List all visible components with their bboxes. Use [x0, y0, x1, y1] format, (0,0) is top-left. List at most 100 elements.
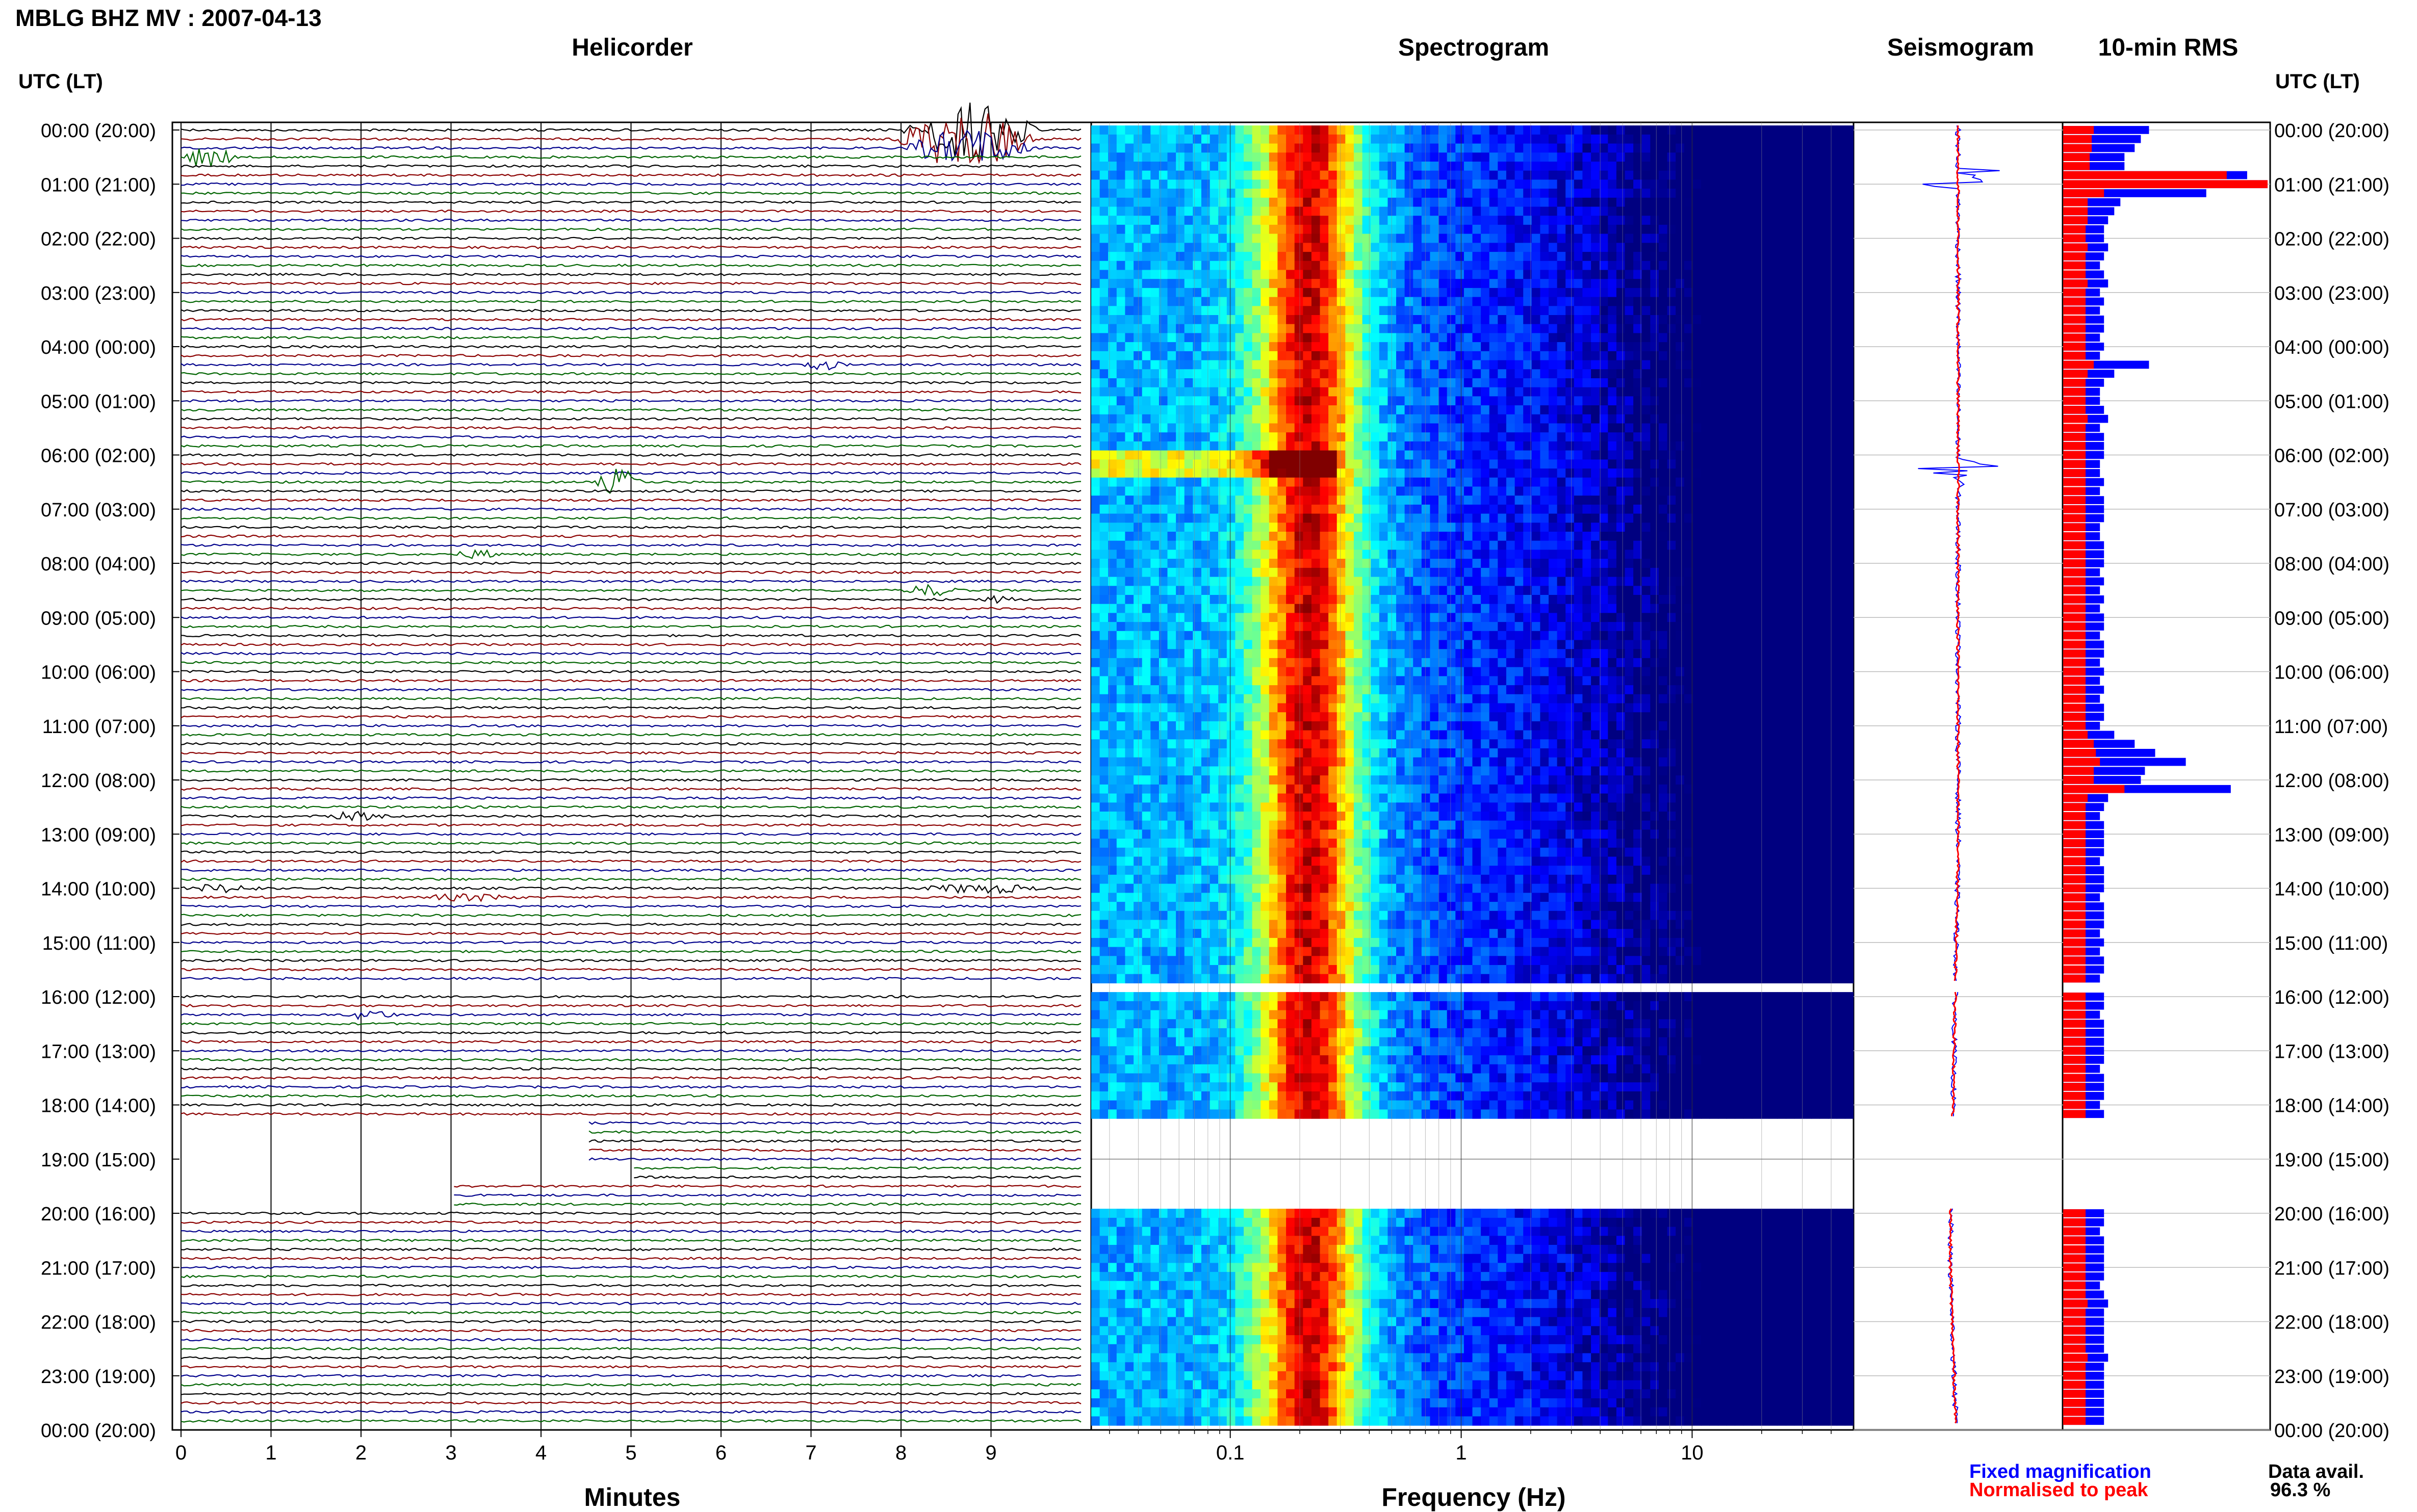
spectrogram-cell [1582, 279, 1591, 288]
spectrogram-cell [1692, 189, 1701, 198]
spectrogram-cell [1540, 315, 1549, 324]
spectrogram-cell [1574, 234, 1583, 243]
spectrogram-cell [1659, 387, 1667, 397]
spectrogram-cell [1616, 171, 1625, 180]
spectrogram-cell [1150, 505, 1159, 514]
spectrogram-cell [1464, 550, 1473, 559]
spectrogram-cell [1565, 162, 1574, 171]
spectrogram-cell [1337, 297, 1346, 306]
spectrogram-cell [1201, 216, 1210, 225]
spectrogram-cell [1769, 441, 1778, 451]
spectrogram-cell [1396, 514, 1405, 523]
spectrogram-cell [1379, 595, 1388, 604]
spectrogram-cell [1811, 351, 1820, 360]
spectrogram-cell [1303, 171, 1312, 180]
spectrogram-cell [1193, 270, 1201, 279]
spectrogram-cell [1396, 405, 1405, 414]
spectrogram-cell [1176, 171, 1185, 180]
spectrogram-cell [1201, 306, 1210, 315]
spectrogram-cell [1320, 179, 1329, 189]
spectrogram-cell [1134, 604, 1142, 613]
spectrogram-cell [1430, 378, 1438, 387]
spectrogram-cell [1701, 135, 1710, 144]
spectrogram-cell [1438, 378, 1447, 387]
spectrogram-cell [1845, 306, 1854, 315]
spectrogram-cell [1447, 252, 1456, 261]
spectrogram-cell [1295, 261, 1303, 270]
spectrogram-cell [1295, 514, 1303, 523]
spectrogram-cell [1176, 342, 1185, 351]
spectrogram-cell [1413, 387, 1422, 397]
spectrogram-cell [1701, 324, 1710, 333]
spectrogram-cell [1803, 487, 1811, 496]
spectrogram-cell [1100, 468, 1109, 478]
spectrogram-cell [1718, 135, 1727, 144]
spectrogram-cell [1235, 351, 1244, 360]
spectrogram-cell [1438, 478, 1447, 487]
spectrogram-cell [1820, 152, 1829, 162]
spectrogram-cell [1565, 306, 1574, 315]
spectrogram-cell [1625, 468, 1634, 478]
spectrogram-cell [1303, 198, 1312, 207]
spectrogram-cell [1176, 586, 1185, 595]
spectrogram-cell [1642, 559, 1651, 568]
spectrogram-cell [1379, 424, 1388, 433]
spectrogram-cell [1811, 270, 1820, 279]
spectrogram-cell [1405, 261, 1413, 270]
spectrogram-cell [1117, 252, 1125, 261]
spectrogram-cell [1455, 441, 1464, 451]
spectrogram-cell [1532, 468, 1540, 478]
spectrogram-cell [1837, 405, 1845, 414]
spectrogram-cell [1261, 432, 1269, 441]
spectrogram-cell [1396, 207, 1405, 216]
spectrogram-cell [1396, 432, 1405, 441]
spectrogram-cell [1650, 360, 1659, 370]
spectrogram-cell [1828, 225, 1837, 234]
spectrogram-cell [1150, 378, 1159, 387]
spectrogram-cell [1557, 468, 1566, 478]
spectrogram-cell [1600, 207, 1608, 216]
spectrogram-cell [1803, 532, 1811, 541]
spectrogram-cell [1811, 550, 1820, 559]
spectrogram-cell [1227, 152, 1236, 162]
spectrogram-cell [1565, 342, 1574, 351]
spectrogram-cell [1320, 297, 1329, 306]
spectrogram-cell [1159, 198, 1168, 207]
spectrogram-cell [1168, 487, 1176, 496]
spectrogram-cell [1625, 459, 1634, 468]
spectrogram-cell [1642, 568, 1651, 577]
spectrogram-cell [1422, 559, 1430, 568]
spectrogram-cell [1811, 487, 1820, 496]
spectrogram-cell [1312, 207, 1320, 216]
spectrogram-cell [1676, 179, 1684, 189]
spectrogram-cell [1091, 324, 1100, 333]
spectrogram-cell [1150, 261, 1159, 270]
spectrogram-cell [1430, 586, 1438, 595]
spectrogram-cell [1125, 459, 1134, 468]
spectrogram-cell [1625, 125, 1634, 135]
spectrogram-cell [1455, 189, 1464, 198]
spectrogram-cell [1277, 595, 1286, 604]
spectrogram-cell [1600, 487, 1608, 496]
spectrogram-cell [1811, 342, 1820, 351]
spectrogram-cell [1447, 135, 1456, 144]
spectrogram-cell [1837, 125, 1845, 135]
spectrogram-cell [1354, 595, 1362, 604]
spectrogram-cell [1320, 360, 1329, 370]
spectrogram-cell [1303, 207, 1312, 216]
spectrogram-cell [1371, 351, 1379, 360]
spectrogram-cell [1150, 297, 1159, 306]
spectrogram-cell [1718, 432, 1727, 441]
spectrogram-cell [1413, 306, 1422, 315]
spectrogram-cell [1252, 198, 1261, 207]
spectrogram-cell [1481, 225, 1489, 234]
spectrogram-cell [1117, 162, 1125, 171]
spectrogram-cell [1642, 405, 1651, 414]
spectrogram-cell [1210, 198, 1219, 207]
spectrogram-cell [1295, 225, 1303, 234]
spectrogram-cell [1540, 144, 1549, 153]
spectrogram-cell [1727, 234, 1735, 243]
spectrogram-cell [1676, 351, 1684, 360]
spectrogram-cell [1650, 405, 1659, 414]
spectrogram-cell [1320, 523, 1329, 532]
